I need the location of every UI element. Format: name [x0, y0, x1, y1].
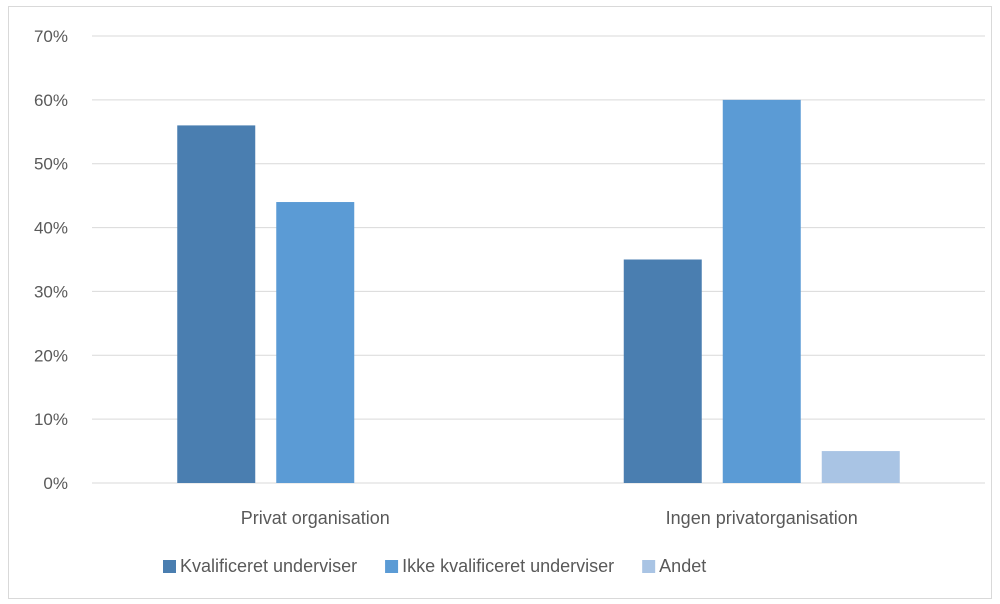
category-label: Privat organisation: [241, 508, 390, 528]
legend-label: Kvalificeret underviser: [180, 556, 357, 576]
bar: [276, 202, 355, 483]
y-tick-label: 50%: [34, 155, 68, 174]
bar: [722, 99, 801, 483]
y-tick-label: 40%: [34, 219, 68, 238]
y-tick-label: 30%: [34, 282, 68, 301]
y-tick-label: 70%: [34, 27, 68, 46]
legend-label: Ikke kvalificeret underviser: [402, 556, 614, 576]
y-tick-label: 20%: [34, 346, 68, 365]
y-tick-label: 60%: [34, 91, 68, 110]
bar: [177, 125, 256, 484]
y-tick-label: 10%: [34, 410, 68, 429]
bar: [821, 451, 900, 483]
y-tick-label: 0%: [43, 474, 68, 493]
legend-swatch: [163, 560, 176, 573]
bar: [623, 259, 702, 483]
chart-frame: [8, 6, 992, 599]
legend-swatch: [642, 560, 656, 573]
legend-label: Andet: [659, 556, 706, 576]
legend-swatch: [385, 560, 399, 573]
category-label: Ingen privatorganisation: [666, 508, 858, 528]
